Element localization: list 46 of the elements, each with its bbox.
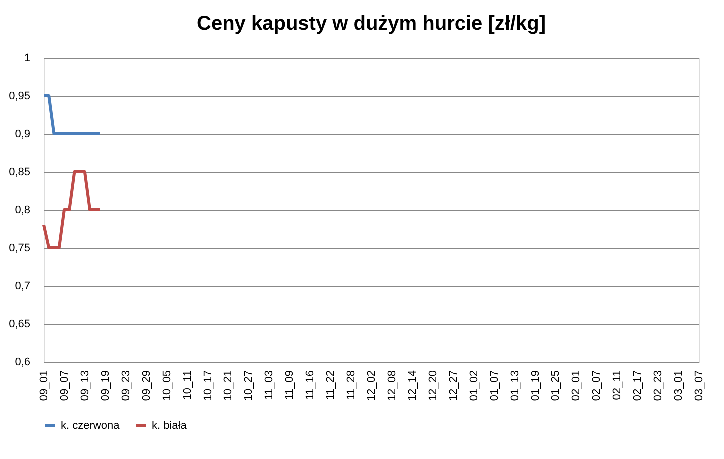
x-tick-label: 02_17	[632, 370, 644, 402]
y-tick-label: 0,95	[9, 90, 30, 102]
x-tick-label: 09_19	[100, 370, 112, 402]
x-tick-label: 12_02	[366, 370, 378, 402]
line-series	[42, 170, 102, 250]
x-tick-label: 11_09	[284, 370, 296, 400]
y-tick-label: 0,65	[9, 318, 30, 330]
x-tick-label: 01_02	[468, 370, 480, 402]
x-tick-label: 11_03	[264, 370, 276, 400]
chart-title: Ceny kapusty w dużym hurcie [zł/kg]	[197, 13, 546, 35]
x-tick-label: 02_23	[652, 370, 665, 402]
y-tick-label: 0,9	[15, 128, 30, 140]
x-tick-label: 01_13	[509, 370, 522, 402]
x-tick-label: 02_01	[570, 370, 583, 402]
x-tick-label: 01_25	[550, 370, 562, 402]
x-tick-label: 12_20	[427, 370, 440, 402]
legend-label: k. czerwona	[61, 420, 121, 432]
x-tick-label: 11_28	[346, 370, 358, 400]
x-tick-label: 12_14	[406, 370, 419, 402]
x-tick-label: 09_23	[120, 370, 132, 402]
y-tick-label: 0,8	[15, 204, 30, 216]
x-tick-label: 01_07	[488, 370, 501, 402]
x-tick-label: 11_16	[304, 370, 317, 400]
y-tick-label: 0,6	[15, 356, 30, 368]
x-tick-label: 03_01	[673, 370, 686, 402]
legend-label: k. biała	[152, 420, 188, 432]
x-tick-label: 10_05	[161, 370, 174, 402]
x-tick-label: 12_27	[448, 370, 460, 402]
x-tick-label: 09_29	[140, 370, 153, 402]
x-tick-label: 01_19	[530, 370, 542, 402]
x-tick-label: 11_22	[325, 370, 338, 400]
x-tick-label: 10_21	[222, 370, 235, 402]
x-tick-label: 09_13	[79, 370, 92, 402]
x-tick-label: 10_17	[202, 370, 214, 402]
x-tick-label: 09_07	[58, 370, 71, 402]
y-tick-label: 0,75	[9, 242, 30, 254]
y-tick-label: 0,85	[9, 166, 30, 178]
x-tick-label: 12_08	[386, 370, 398, 402]
x-tick-label: 10_27	[243, 370, 256, 402]
x-tick-label: 03_07	[694, 370, 706, 402]
x-tick-label: 10_11	[182, 370, 194, 400]
y-tick-label: 1	[24, 52, 30, 64]
x-tick-label: 02_11	[612, 370, 624, 400]
y-tick-label: 0,7	[15, 280, 30, 292]
x-tick-label: 02_07	[591, 370, 604, 402]
x-tick-label: 09_01	[38, 370, 50, 402]
